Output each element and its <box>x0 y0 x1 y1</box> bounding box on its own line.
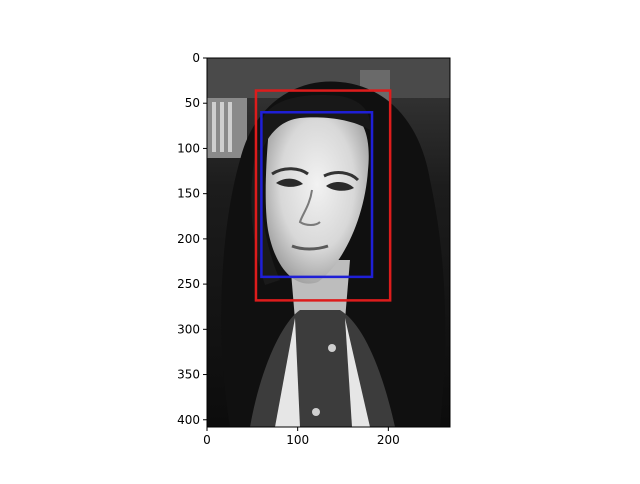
y-tick-label: 350 <box>177 368 200 382</box>
inner-box <box>260 111 374 279</box>
x-tick-label: 200 <box>377 433 400 447</box>
y-tick-label: 250 <box>177 277 200 291</box>
y-tick-label: 150 <box>177 187 200 201</box>
y-tick-label: 50 <box>185 96 200 110</box>
x-axis-ticks: 0 100 200 <box>203 427 400 447</box>
axes-frame <box>206 57 451 428</box>
y-tick-label: 400 <box>177 413 200 427</box>
x-tick-label: 0 <box>203 433 211 447</box>
y-tick-label: 300 <box>177 322 200 336</box>
x-tick-label: 100 <box>286 433 309 447</box>
y-tick-label: 100 <box>177 141 200 155</box>
bounding-boxes <box>254 89 392 302</box>
outer-box <box>254 89 392 302</box>
y-tick-label: 0 <box>192 51 200 65</box>
y-axis-ticks: 0 50 100 150 200 250 300 350 400 <box>177 51 207 427</box>
y-tick-label: 200 <box>177 232 200 246</box>
